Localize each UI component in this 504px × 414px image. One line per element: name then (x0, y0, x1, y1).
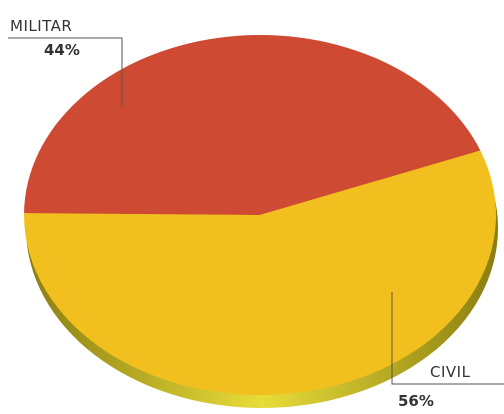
leader-line (8, 37, 123, 106)
category-label: CIVIL (430, 363, 471, 381)
category-label: MILITAR (10, 17, 72, 35)
pie-slice (23, 150, 496, 395)
leader-line (391, 292, 504, 385)
value-label: 44% (44, 41, 80, 59)
pie-slice (24, 34, 481, 215)
slices (23, 34, 496, 395)
value-label: 56% (398, 392, 434, 410)
